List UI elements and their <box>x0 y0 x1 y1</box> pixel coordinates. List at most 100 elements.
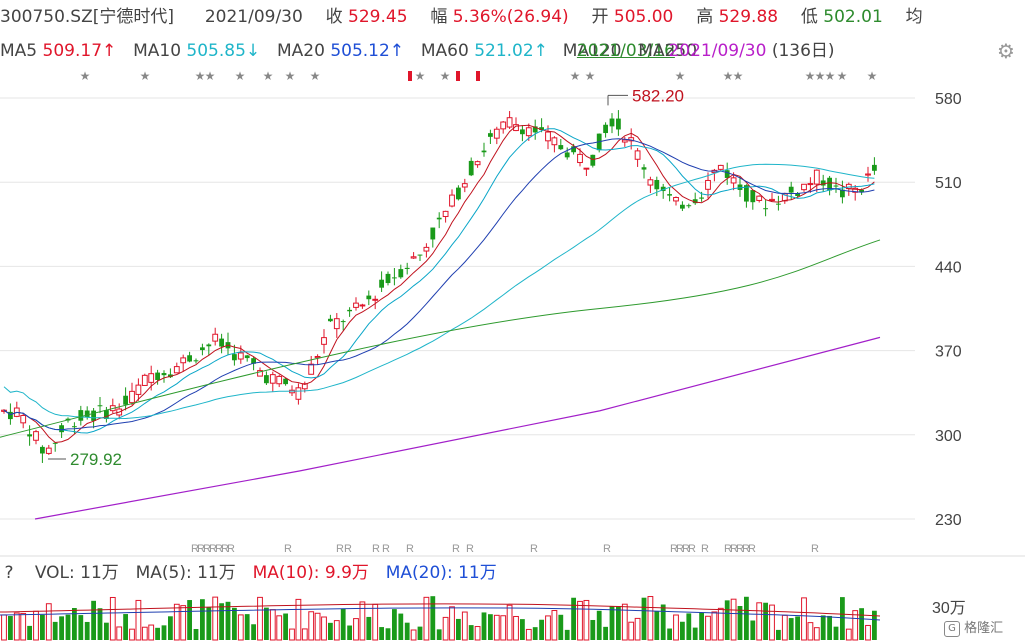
candle-body <box>865 173 871 176</box>
volume-bar <box>8 616 13 640</box>
candle-body <box>737 184 743 190</box>
volume-bar <box>257 596 263 641</box>
volume-bar <box>577 600 583 641</box>
candle-body <box>20 414 27 424</box>
vol-ma20-value: 11万 <box>458 563 497 583</box>
volume-bar <box>513 615 519 641</box>
moving-average-lines <box>0 124 881 520</box>
candle-body <box>404 267 410 269</box>
r-marker: R <box>682 543 690 555</box>
candle-body <box>603 124 608 134</box>
help-icon[interactable]: ? <box>4 563 14 583</box>
volume-bar <box>59 616 64 640</box>
candlesticks <box>1 110 877 463</box>
candle-body <box>532 126 538 133</box>
volume-bar <box>845 628 852 641</box>
candle-body <box>680 204 685 209</box>
volume-bar <box>449 606 455 641</box>
volume-bar <box>609 606 615 640</box>
volume-bar <box>468 625 474 640</box>
volume-bar <box>264 607 269 640</box>
ma10-value: 505.85↓ <box>186 41 261 61</box>
volume-bar <box>379 627 384 640</box>
volume-bar <box>116 626 123 641</box>
r-marker: R <box>191 543 199 555</box>
candle-body <box>705 179 711 190</box>
volume-bar <box>641 597 647 640</box>
candle-body <box>187 355 192 362</box>
price-tick-label: 300 <box>935 428 962 445</box>
volume-bar <box>711 611 718 641</box>
volume-bar <box>667 628 672 640</box>
high-value: 529.88 <box>718 7 779 27</box>
volume-bar <box>461 611 468 641</box>
close-value: 529.45 <box>348 7 408 27</box>
volume-bar <box>827 615 832 640</box>
candle-body <box>859 189 864 193</box>
volume-bar <box>493 614 500 641</box>
volume-bar <box>129 628 135 641</box>
candle-body <box>123 395 128 405</box>
star-icon: ★ <box>80 69 91 83</box>
candle-body <box>692 199 698 204</box>
candle-body <box>724 170 730 178</box>
ma250-line <box>34 336 881 520</box>
r-marker: R <box>406 543 414 555</box>
volume-bar <box>660 604 666 640</box>
r-marker: R <box>227 543 235 555</box>
candle-body <box>148 373 155 383</box>
volume-bar <box>180 605 187 641</box>
star-icon: ★ <box>195 69 206 83</box>
volume-bar <box>161 625 167 640</box>
candle-body <box>609 118 615 127</box>
price-grid <box>0 97 1025 557</box>
volume-bar <box>417 626 423 640</box>
candle-body <box>442 210 449 218</box>
gear-icon[interactable]: ⚙ <box>997 39 1015 63</box>
star-icon: ★ <box>815 69 826 83</box>
volume-bar <box>621 603 628 641</box>
volume-bar <box>545 615 551 641</box>
candle-body <box>173 366 180 374</box>
r-marker: R <box>530 543 538 555</box>
r-marker: R <box>811 543 819 555</box>
candle-body <box>333 318 340 330</box>
volume-bar <box>628 621 635 641</box>
stock-code: 300750.SZ[宁德时代] <box>0 7 175 27</box>
candle-body <box>801 183 807 191</box>
candle-body <box>827 177 832 191</box>
volume-bar <box>155 627 160 640</box>
low-label: 低 <box>800 7 818 27</box>
volume-bar <box>104 622 109 640</box>
candle-body <box>833 185 839 187</box>
r-marker: R <box>676 543 684 555</box>
volume-bar <box>564 629 570 640</box>
candle-body <box>237 352 244 360</box>
volume-bar <box>135 599 142 641</box>
volume-bar <box>353 618 359 641</box>
star-icon: ★ <box>415 69 426 83</box>
volume-bar <box>769 604 775 641</box>
star-icon: ★ <box>310 69 321 83</box>
volume-bar <box>200 599 205 640</box>
watermark-logo: G 格隆汇 <box>944 617 1003 637</box>
volume-bar <box>97 608 103 640</box>
volume-bar <box>717 607 724 641</box>
r-marker: R <box>336 543 344 555</box>
candle-body <box>129 390 135 404</box>
volume-bar <box>488 614 493 640</box>
candle-body <box>84 410 90 418</box>
candle-body <box>45 447 52 454</box>
volume-legend: ? VOL: 11万 MA(5): 11万 MA(10): 9.9万 MA(20… <box>0 563 497 583</box>
flag-icon <box>408 71 412 81</box>
vol-axis-tick: 30万 <box>932 600 966 617</box>
r-marker: R <box>203 543 211 555</box>
volume-bar <box>801 597 807 641</box>
star-icon: ★ <box>867 69 878 83</box>
ma60-label: MA60 <box>420 41 469 61</box>
volume-bar <box>206 607 212 640</box>
candle-body <box>730 177 737 184</box>
volume-bar <box>283 613 288 640</box>
